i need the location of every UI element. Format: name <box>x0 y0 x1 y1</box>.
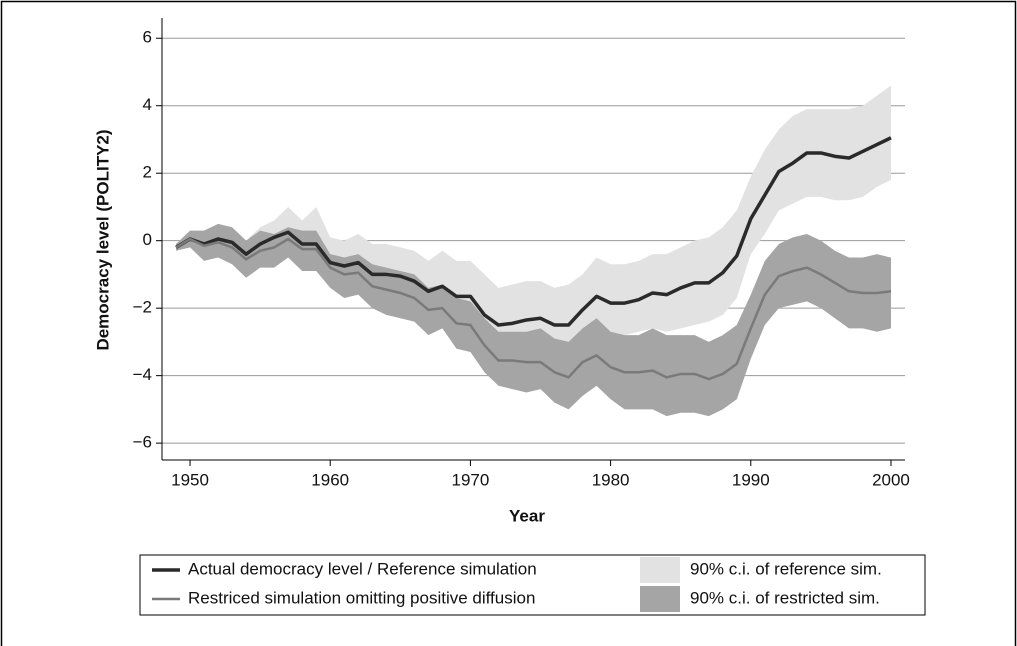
x-tick-label: 2000 <box>872 470 910 489</box>
legend-label: Actual democracy level / Reference simul… <box>188 559 537 578</box>
x-axis-label: Year <box>509 506 545 525</box>
y-tick-label: 6 <box>143 28 152 47</box>
y-axis-label: Democracy level (POLITY2) <box>93 129 112 350</box>
y-tick-label: 2 <box>143 163 152 182</box>
ci-band <box>176 85 891 366</box>
series-line <box>175 237 892 381</box>
x-tick-label: 1970 <box>452 470 490 489</box>
ci-band <box>176 223 891 417</box>
y-tick-label: −6 <box>133 433 152 452</box>
legend-label: Restriced simulation omitting positive d… <box>188 588 535 607</box>
y-tick-label: −2 <box>133 298 152 317</box>
legend-swatch <box>640 557 680 583</box>
legend-label: 90% c.i. of reference sim. <box>690 559 882 578</box>
legend-box <box>139 554 926 616</box>
y-tick-label: −4 <box>133 365 152 384</box>
x-tick-label: 1960 <box>311 470 349 489</box>
x-tick-label: 1980 <box>592 470 630 489</box>
x-tick-label: 1990 <box>732 470 770 489</box>
y-tick-label: 0 <box>143 230 152 249</box>
x-tick-label: 1950 <box>171 470 209 489</box>
legend-swatch <box>640 586 680 612</box>
y-tick-label: 4 <box>143 95 152 114</box>
legend-label: 90% c.i. of restricted sim. <box>690 588 880 607</box>
series-line <box>175 136 892 327</box>
